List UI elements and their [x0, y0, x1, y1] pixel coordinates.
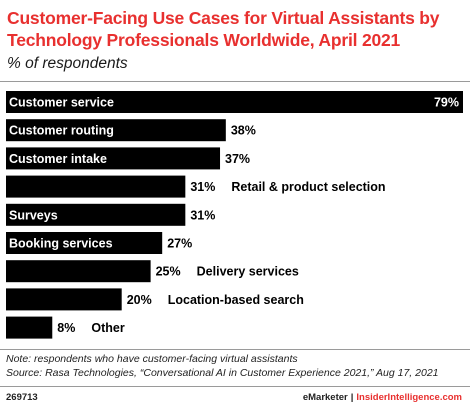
bar	[6, 203, 186, 226]
value-label: 31%	[190, 208, 215, 222]
footer-brand: eMarketer | InsiderIntelligence.com	[303, 392, 462, 403]
chart-id: 269713	[6, 392, 38, 403]
value-label: 20%	[127, 293, 152, 307]
category-label: Booking services	[9, 237, 113, 251]
bar	[6, 119, 226, 142]
chart-title: Customer-Facing Use Cases for Virtual As…	[7, 8, 440, 50]
brand-separator: |	[350, 392, 354, 403]
brand-name: eMarketer	[302, 392, 348, 403]
value-label: 25%	[156, 265, 181, 279]
bar	[6, 288, 122, 311]
chart-subtitle: % of respondents	[7, 55, 128, 72]
category-label: Customer service	[9, 96, 114, 110]
value-label: 8%	[57, 321, 75, 335]
value-label: 27%	[167, 237, 192, 251]
category-label: Retail & product selection	[231, 180, 385, 194]
bar	[6, 175, 186, 198]
bar	[6, 91, 463, 113]
brand-site-link[interactable]: InsiderIntelligence.com	[356, 392, 462, 403]
value-label: 31%	[190, 180, 215, 194]
value-label: 79%	[434, 96, 459, 110]
value-label: 38%	[231, 124, 256, 138]
category-label: Delivery services	[197, 265, 299, 279]
bar	[6, 232, 163, 254]
footer-rule	[0, 386, 470, 387]
bar-chart: 79% Customer service 38% Customer routing 37…	[6, 91, 463, 339]
category-label: Surveys	[9, 208, 58, 222]
category-label: Other	[91, 321, 124, 335]
footnote-source: Source: Rasa Technologies, “Conversation…	[6, 367, 439, 379]
bar	[6, 147, 221, 170]
bar	[6, 316, 53, 339]
category-label: Location-based search	[168, 293, 304, 307]
notes-rule	[0, 349, 470, 350]
footnote-note: Note: respondents who have customer-faci…	[6, 353, 298, 365]
category-label: Customer intake	[9, 152, 107, 166]
value-label: 37%	[225, 152, 250, 166]
bar	[6, 260, 151, 283]
category-label: Customer routing	[9, 124, 114, 138]
top-rule	[0, 81, 470, 82]
